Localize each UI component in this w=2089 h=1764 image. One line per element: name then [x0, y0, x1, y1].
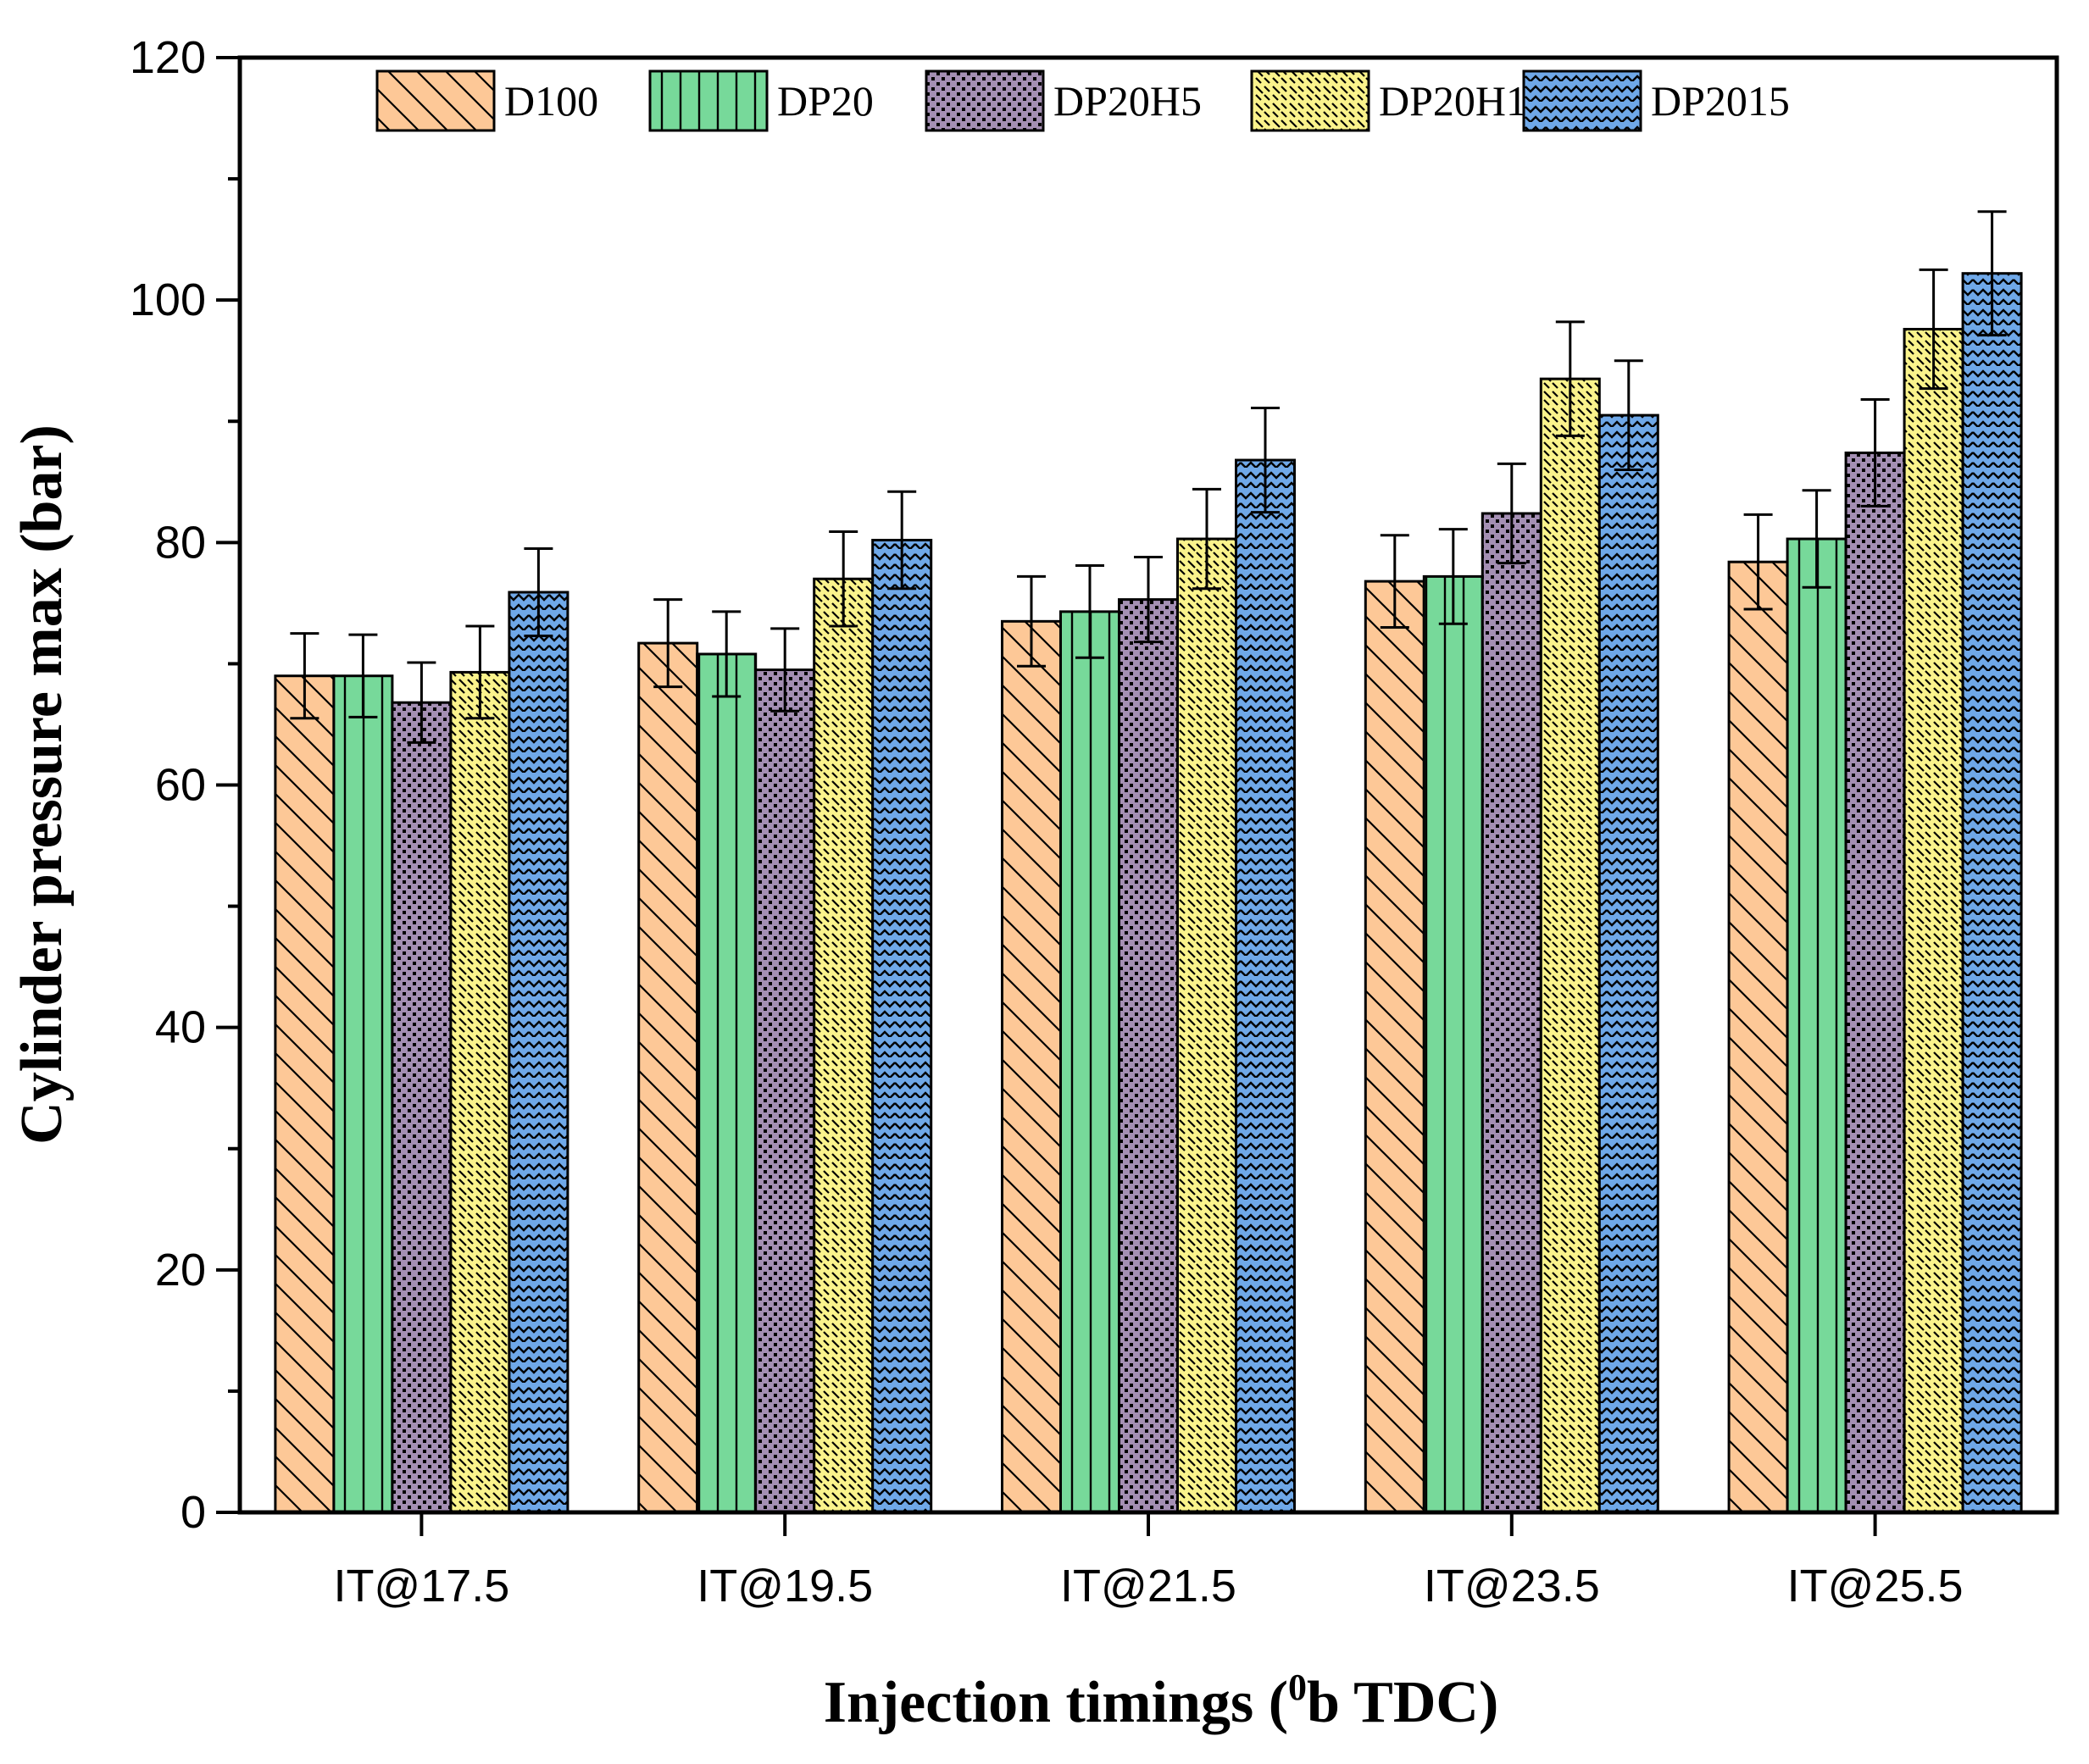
bar-dp2015-it-19-5 [871, 538, 933, 1514]
bar-dp20-it-23-5 [1422, 574, 1484, 1514]
x-tick-label-it-25-5: IT@25.5 [1787, 1561, 1964, 1611]
bar-dp20h10-it-25-5 [1903, 328, 1964, 1514]
legend-swatch-dp20h5 [925, 69, 1045, 132]
bar-d100-it-21-5 [1001, 619, 1062, 1514]
y-tick-label: 120 [130, 32, 206, 83]
bar-dp20-it-17-5 [332, 674, 394, 1514]
legend-label-d100: D100 [504, 77, 598, 125]
bar-dp20h5-it-17-5 [391, 701, 453, 1514]
y-tick-label: 0 [181, 1487, 206, 1538]
bar-d100-it-19-5 [637, 641, 699, 1514]
bar-dp2015-it-25-5 [1961, 272, 2023, 1514]
bar-dp20h5-it-19-5 [754, 668, 816, 1514]
error-bars-layer [290, 210, 2007, 744]
bar-dp2015-it-21-5 [1235, 458, 1296, 1514]
y-axis: 0 20 40 60 80 100 120 [130, 32, 240, 1538]
y-tick-label: 60 [155, 760, 206, 811]
bar-dp20h10-it-19-5 [813, 577, 875, 1514]
bar-dp20-it-19-5 [696, 652, 758, 1514]
bar-dp2015-it-23-5 [1597, 413, 1659, 1514]
y-tick-label: 80 [155, 517, 206, 568]
x-tick-label-it-19-5: IT@19.5 [697, 1561, 873, 1611]
legend-swatch-dp20 [648, 69, 769, 132]
legend-swatch-dp2015 [1522, 69, 1642, 132]
x-tick-label-it-17-5: IT@17.5 [333, 1561, 509, 1611]
bar-dp20h10-it-23-5 [1539, 377, 1601, 1514]
x-axis-title: Injection timings (0b TDC) [824, 1667, 1499, 1735]
bar-dp20h10-it-17-5 [449, 670, 511, 1514]
x-axis-title-main: Injection timings ( [824, 1670, 1288, 1735]
x-tick-label-it-23-5: IT@23.5 [1424, 1561, 1600, 1611]
legend-label-dp2015: DP2015 [1651, 77, 1790, 125]
legend-swatch-dp20h10 [1250, 69, 1370, 132]
bar-dp20h5-it-21-5 [1118, 598, 1179, 1514]
legend-label-dp20h10: DP20H10 [1379, 77, 1548, 125]
legend-swatch-d100 [375, 69, 496, 132]
bar-d100-it-17-5 [274, 674, 336, 1514]
bars-layer [274, 272, 2023, 1514]
y-axis-title: Cylinder pressure max (bar) [9, 424, 75, 1145]
bar-dp20h5-it-25-5 [1844, 451, 1906, 1514]
y-tick-label: 100 [130, 275, 206, 325]
y-tick-label: 40 [155, 1002, 206, 1053]
x-axis-title-superscript: 0 [1288, 1667, 1307, 1708]
legend-label-dp20: DP20 [777, 77, 874, 125]
legend: D100 DP20 DP20H5 DP20H10 DP2015 [375, 69, 1790, 132]
bar-dp20-it-25-5 [1786, 537, 1847, 1514]
bar-d100-it-25-5 [1727, 560, 1789, 1514]
bar-d100-it-23-5 [1364, 580, 1425, 1514]
bar-dp20h5-it-23-5 [1481, 512, 1542, 1514]
x-tick-label-it-21-5: IT@21.5 [1060, 1561, 1236, 1611]
bar-dp2015-it-17-5 [508, 591, 569, 1514]
y-tick-label: 20 [155, 1245, 206, 1295]
x-axis: IT@17.5 IT@19.5 IT@21.5 IT@23.5 IT@25.5 [333, 1512, 1964, 1611]
x-axis-title-suffix: b TDC) [1307, 1670, 1498, 1735]
legend-label-dp20h5: DP20H5 [1053, 77, 1202, 125]
bar-dp20h10-it-21-5 [1176, 537, 1237, 1514]
bar-dp20-it-21-5 [1059, 610, 1120, 1514]
